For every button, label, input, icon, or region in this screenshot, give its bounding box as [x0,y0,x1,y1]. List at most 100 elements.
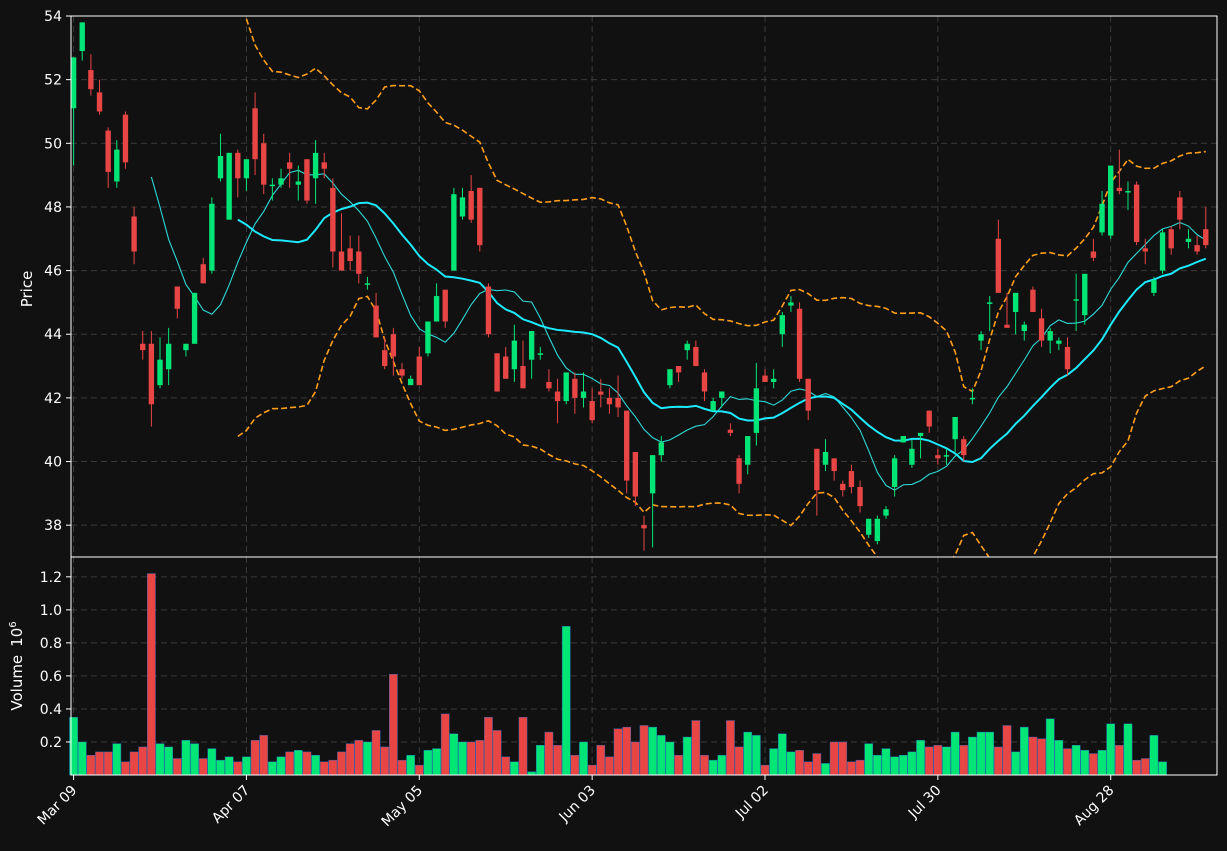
volume-bar [596,745,606,776]
candle-body [390,334,397,357]
candle-body [753,388,760,433]
candle-body [451,194,457,271]
volume-bar [708,759,718,776]
candle-body [200,264,206,284]
volume-bar [389,674,398,776]
volume-bar [579,741,588,776]
volume-bar [406,754,415,776]
candle-body [658,442,664,456]
volume-tick-label: 0.8 [40,636,62,652]
candle-body [148,343,155,405]
volume-panel-frame [70,556,1218,776]
candle-body [382,350,388,367]
sma-short-line [150,169,1207,491]
volume-bar [717,754,727,776]
candle-body [468,191,474,220]
volume-bar [829,741,839,776]
volume-bar [86,754,96,776]
volume-bar [510,761,519,776]
volume-bar [492,730,502,776]
volume-bar [553,745,562,776]
volume-bar [423,750,433,776]
volume-bar [924,746,934,776]
candle-body [79,22,85,52]
volume-bar [112,743,122,776]
candle-body [641,525,647,529]
candle-body [719,391,725,398]
candle-body [261,143,267,185]
volume-bar [942,746,951,776]
price-tick-label: 44 [44,327,62,343]
candle-body [485,286,492,335]
candle-body [1108,165,1114,236]
volume-bar [1002,725,1012,776]
candle-body [883,509,889,516]
candle-body [122,114,129,163]
volume-bar [734,746,744,776]
volume-tick-label: 1.2 [40,570,62,586]
candle-body [649,455,656,494]
price-tick-label: 40 [44,455,62,471]
volume-bar [440,713,450,776]
volume-bar [337,751,346,776]
volume-bar [311,754,320,776]
volume-bar [873,754,882,776]
candle-body [632,451,639,497]
volume-bar [916,740,925,776]
price-tick-label: 46 [44,264,62,280]
candle-body [1142,248,1148,252]
volume-bar [674,754,683,776]
volume-bar [933,745,943,776]
volume-bar [103,751,113,776]
volume-bar [898,754,908,776]
volume-bar [847,761,856,776]
volume-bar [1063,748,1072,776]
volume-bar [1037,738,1046,776]
volume-bar [293,750,303,776]
candle-body [796,308,803,379]
volume-bar [1149,735,1159,776]
price-tick-label: 50 [44,136,62,152]
candle-body [684,343,690,351]
volume-label-exponent: 10 [8,628,26,647]
volume-bar [484,716,493,776]
volume-bar [760,764,770,776]
volume-bar [1080,750,1090,776]
candle-body [1030,289,1036,312]
volume-bar [605,756,614,776]
volume-bar [1045,718,1055,776]
volume-bar [1028,736,1038,776]
candle-body [598,391,604,395]
candle-body [96,92,103,112]
candle-body [165,343,172,370]
volume-bar [1123,723,1133,776]
candle-body [235,152,241,179]
volume-bar [907,751,917,776]
volume-bar [380,746,390,776]
volume-bar [959,745,969,776]
volume-bar [268,761,277,776]
volume-bar [250,740,260,776]
volume-bar [172,758,182,776]
candle-body [425,321,431,354]
candle-body [1116,187,1123,192]
volume-tick-label: 1.0 [40,603,62,619]
candle-body [762,375,768,382]
candle-body [1090,251,1097,258]
volume-bar [968,736,977,776]
volume-bar [354,740,364,776]
candle-body [891,458,898,487]
price-tick-label: 48 [44,200,62,216]
candle-body [546,381,552,389]
candle-body [416,356,422,386]
candle-body [926,410,932,427]
candle-body [1133,184,1140,242]
sma-long-line [237,201,1207,464]
candle-body [589,401,595,421]
volume-bar [726,720,735,776]
candle-body [226,152,232,220]
candle-body [866,518,872,535]
volume-bar [622,726,632,776]
candle-body [477,187,483,246]
volume-bar [656,735,666,776]
